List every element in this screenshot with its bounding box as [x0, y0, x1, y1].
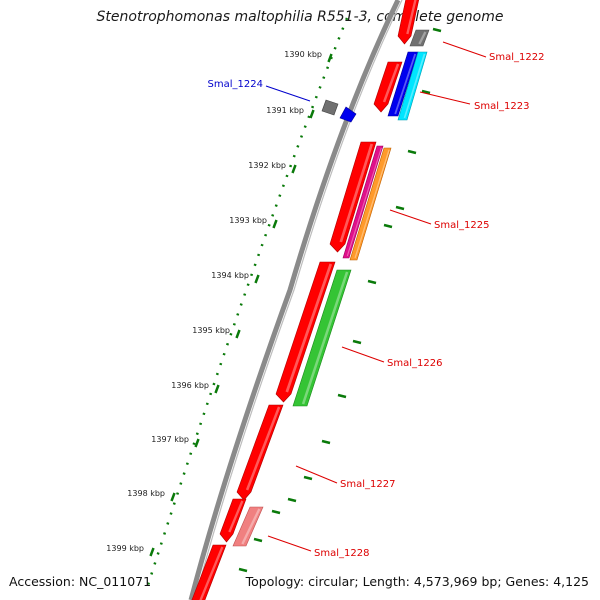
- outer-tick: [421, 89, 431, 95]
- outer-tick: [271, 509, 281, 515]
- kbp-tick: [149, 547, 155, 557]
- outer-tick: [337, 393, 347, 399]
- outer-tick: [352, 339, 362, 345]
- leader-smal-1225: [389, 209, 432, 225]
- outer-tick: [321, 439, 331, 445]
- kbp-tick: [170, 492, 176, 502]
- leader-smal-1222: [442, 41, 487, 58]
- cds-block-1225-shine: [339, 143, 374, 243]
- feature-gray-1222-shine: [418, 31, 427, 45]
- feature-magenta-1225-shine: [346, 147, 382, 257]
- outer-tick: [395, 205, 405, 211]
- cds-block-next: [191, 544, 227, 600]
- feature-blue-1223-shine: [394, 53, 417, 115]
- kbp-tick: [309, 109, 315, 119]
- outer-tick: [383, 223, 393, 229]
- kbp-ruler: 1390 kbp 1391 kbp 1392 kbp 1393 kbp 1394 kbp…: [106, 17, 349, 586]
- feature-pink-1228: [232, 506, 264, 547]
- kbp-label: 1395 kbp: [192, 326, 230, 335]
- kbp-tick: [327, 53, 333, 63]
- feature-cyan-1223: [397, 51, 428, 121]
- gene-label-smal-1223[interactable]: Smal_1223: [474, 101, 529, 112]
- kbp-tick: [235, 329, 241, 339]
- feature-gray-1222: [409, 29, 430, 47]
- outer-tick: [432, 27, 442, 33]
- kbp-label: 1397 kbp: [151, 435, 189, 444]
- kbp-tick: [291, 164, 297, 174]
- outer-tick: [303, 475, 313, 481]
- cds-block-1223-shine: [382, 63, 400, 103]
- kbp-tick: [194, 438, 200, 448]
- leader-smal-1228: [267, 535, 312, 552]
- kbp-label: 1396 kbp: [171, 381, 209, 390]
- ruler-dots: [146, 17, 349, 586]
- kbp-label: 1398 kbp: [127, 489, 165, 498]
- feature-tracks: [191, 0, 442, 600]
- outer-tick: [407, 149, 417, 155]
- outer-tick: [287, 497, 297, 503]
- cds-block-1225: [329, 141, 377, 253]
- kbp-tick: [272, 219, 278, 229]
- feature-orange-1225: [349, 147, 392, 261]
- cds-block-1223: [373, 61, 403, 113]
- cds-block-1228: [219, 498, 247, 543]
- kbp-label: 1394 kbp: [211, 271, 249, 280]
- outer-tick: [238, 567, 248, 573]
- kbp-label: 1392 kbp: [248, 161, 286, 170]
- feature-green-1226-shine: [301, 271, 349, 405]
- kbp-label: 1399 kbp: [106, 544, 144, 553]
- topology-text: Topology: circular; Length: 4,573,969 bp…: [245, 574, 589, 589]
- backbone-arc: [188, 0, 401, 600]
- gene-label-smal-1227[interactable]: Smal_1227: [340, 479, 395, 490]
- gene-label-smal-1225[interactable]: Smal_1225: [434, 220, 489, 231]
- feature-pink-1228-shine: [241, 508, 261, 545]
- outer-tick: [367, 279, 377, 285]
- gene-label-smal-1224[interactable]: Smal_1224: [208, 79, 263, 90]
- feature-orange-1225-shine: [354, 149, 390, 259]
- cds-block-1222-shine: [406, 0, 417, 35]
- feature-blue-1224: [339, 106, 357, 123]
- backbone-highlight: [194, 0, 403, 600]
- kbp-tick: [254, 274, 260, 284]
- cds-block-next-shine: [199, 546, 224, 600]
- feature-cyan-1223-shine: [403, 53, 426, 119]
- cds-block-1227: [236, 404, 284, 501]
- leader-smal-1223: [419, 91, 471, 105]
- gene-label-smal-1222[interactable]: Smal_1222: [489, 52, 544, 63]
- cds-block-1228-shine: [228, 500, 244, 533]
- gene-label-smal-1228[interactable]: Smal_1228: [314, 548, 369, 559]
- feature-gray-1224: [321, 99, 339, 116]
- feature-blue-1223: [387, 51, 419, 117]
- leader-smal-1226: [341, 346, 385, 363]
- gene-labels: Smal_1222 Smal_1223 Smal_1224 Smal_1225 Smal…: [208, 52, 545, 559]
- outer-tick: [253, 537, 263, 543]
- leader-smal-1224: [265, 85, 311, 102]
- accession-text: Accession: NC_011071: [9, 574, 152, 589]
- cds-block-1226-shine: [285, 263, 333, 393]
- kbp-tick: [214, 384, 220, 394]
- gene-label-leaders: [265, 41, 487, 552]
- cds-block-1226: [275, 261, 336, 403]
- genome-backbone: [188, 0, 403, 600]
- kbp-label: 1391 kbp: [266, 106, 304, 115]
- feature-magenta-1225: [342, 145, 384, 259]
- cds-block-1222: [397, 0, 420, 45]
- gene-label-smal-1226[interactable]: Smal_1226: [387, 358, 442, 369]
- cds-block-1227-shine: [245, 406, 281, 491]
- leader-smal-1227: [295, 465, 338, 484]
- feature-green-1226: [292, 269, 352, 407]
- kbp-label: 1390 kbp: [284, 50, 322, 59]
- kbp-label: 1393 kbp: [229, 216, 267, 225]
